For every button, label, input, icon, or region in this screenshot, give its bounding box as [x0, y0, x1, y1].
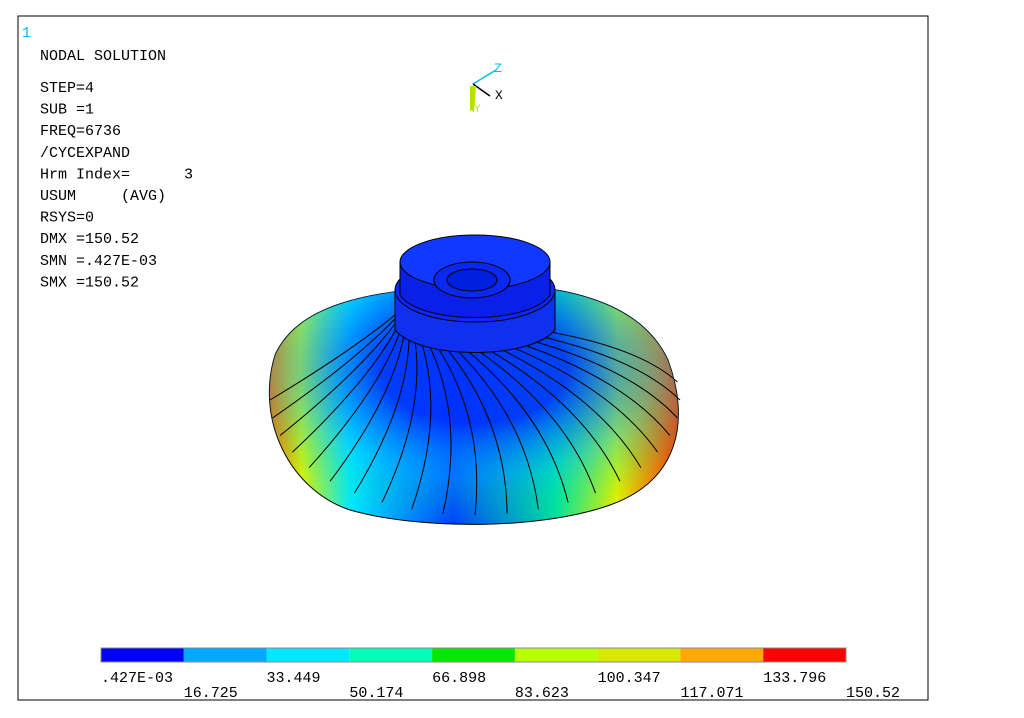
legend-label: .427E-03: [101, 670, 173, 687]
header-line: SMX =150.52: [40, 274, 139, 291]
x-label: X: [495, 88, 503, 103]
legend-swatch: [266, 648, 350, 662]
blade: [538, 329, 678, 383]
legend-swatch: [101, 648, 184, 662]
blade: [329, 321, 407, 482]
blade: [381, 331, 418, 503]
legend-swatch: [432, 648, 515, 662]
blade: [476, 349, 596, 494]
legend-swatch: [680, 648, 764, 662]
y-label: Y: [474, 104, 481, 116]
legend-label: 50.174: [349, 685, 403, 702]
header-line: SMN =.427E-03: [40, 253, 157, 270]
blade: [354, 326, 410, 494]
header-lines: STEP=4 SUB =1 FREQ=6736/CYCEXPAND Hrm Index…: [40, 80, 193, 291]
bore-inner: [446, 268, 498, 292]
z-label: Z: [494, 61, 502, 76]
impeller-model: [268, 234, 681, 525]
legend-label: 33.449: [267, 670, 321, 687]
blade: [508, 345, 659, 453]
y-axis: [470, 86, 476, 112]
header-line: USUM (AVG): [40, 188, 166, 205]
legend-swatch: [514, 648, 598, 662]
header-title: NODAL SOLUTION: [40, 48, 166, 65]
header-line: DMX =150.52: [40, 231, 139, 248]
header-line: /CYCEXPAND: [40, 145, 130, 162]
blades: [269, 294, 681, 516]
legend-label: 66.898: [432, 670, 486, 687]
blade: [525, 338, 678, 419]
impeller-shade: [269, 284, 679, 525]
legend-border: [100, 647, 847, 663]
window-number: 1: [22, 25, 31, 42]
legend: .427E-03 16.725 33.449 50.174 66.898 83.623 10…: [100, 647, 900, 702]
header-line: SUB =1: [40, 102, 94, 119]
legend-swatch: [183, 648, 267, 662]
blade: [411, 336, 432, 510]
header-line: FREQ=6736: [40, 123, 121, 140]
legend-label: 117.071: [680, 685, 743, 702]
header-line: Hrm Index= 3: [40, 166, 193, 183]
header-line: STEP=4: [40, 80, 94, 97]
blade: [517, 342, 671, 436]
legend-label: 83.623: [515, 685, 569, 702]
blade: [498, 347, 642, 468]
blade: [532, 334, 681, 401]
blade: [487, 348, 621, 482]
legend-swatch: [349, 648, 433, 662]
blade: [465, 349, 569, 503]
legend-label: 133.796: [763, 670, 826, 687]
legend-swatch: [597, 648, 681, 662]
legend-label: 150.52: [846, 685, 900, 702]
header-line: RSYS=0: [40, 210, 94, 227]
z-axis: [472, 69, 497, 85]
legend-swatch: [763, 648, 846, 662]
triad: Z X Y: [470, 61, 503, 116]
blade: [426, 340, 452, 514]
legend-label: 100.347: [598, 670, 661, 687]
blade: [435, 343, 478, 516]
legend-label: 16.725: [184, 685, 238, 702]
blade: [454, 348, 539, 510]
blade: [444, 346, 508, 514]
